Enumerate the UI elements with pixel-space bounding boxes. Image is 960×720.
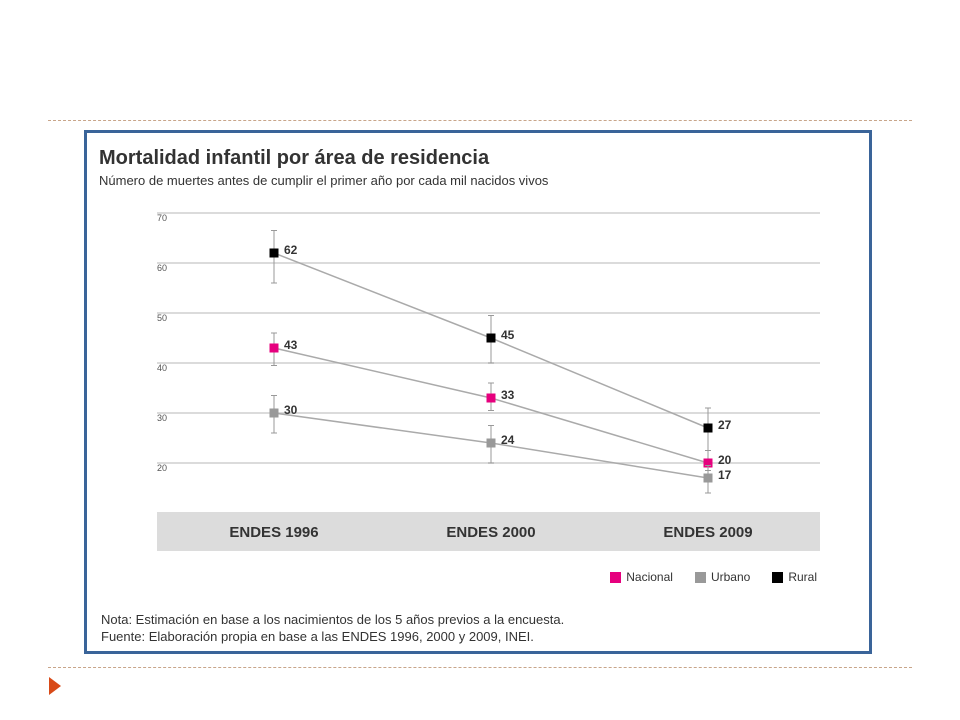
y-tick-label: 50 — [157, 313, 167, 323]
data-label-rural: 62 — [284, 243, 298, 257]
data-label-urbano: 30 — [284, 403, 298, 417]
data-point-rural — [486, 333, 496, 343]
data-point-rural — [703, 423, 713, 433]
source-text: Fuente: Elaboración propia en base a las… — [101, 629, 534, 644]
y-tick-label: 70 — [157, 213, 167, 223]
chart-notes: Nota: Estimación en base a los nacimient… — [101, 611, 564, 645]
legend-label-nacional: Nacional — [626, 570, 673, 584]
legend-item-nacional: Nacional — [610, 570, 673, 584]
data-point-nacional — [269, 343, 279, 353]
legend-item-rural: Rural — [772, 570, 817, 584]
y-tick-label: 60 — [157, 263, 167, 273]
triangle-right-icon — [49, 677, 61, 695]
data-label-urbano: 17 — [718, 468, 732, 482]
y-tick-label: 30 — [157, 413, 167, 423]
data-point-nacional — [703, 458, 713, 468]
data-label-nacional: 33 — [501, 388, 515, 402]
data-label-rural: 45 — [501, 328, 515, 342]
x-category-label: ENDES 2009 — [663, 524, 752, 541]
data-label-nacional: 20 — [718, 453, 732, 467]
chart-legend: Nacional Urbano Rural — [610, 570, 817, 584]
data-point-rural — [269, 248, 279, 258]
y-tick-label: 20 — [157, 463, 167, 473]
line-chart: 20 30 40 50 60 70 ENDES 1996 ENDES 2000 ENDES 20… — [157, 212, 820, 551]
category-band — [157, 512, 820, 551]
data-point-urbano — [269, 408, 279, 418]
data-label-rural: 27 — [718, 418, 732, 432]
legend-item-urbano: Urbano — [694, 570, 751, 584]
legend-label-rural: Rural — [788, 570, 817, 584]
note-text: Nota: Estimación en base a los nacimient… — [101, 612, 565, 627]
slide-bottom-rule — [48, 667, 912, 668]
x-category-label: ENDES 1996 — [229, 524, 318, 541]
y-tick-label: 40 — [157, 363, 167, 373]
legend-swatch-urbano — [694, 571, 706, 583]
data-point-urbano — [486, 438, 496, 448]
legend-label-urbano: Urbano — [710, 570, 751, 584]
data-label-nacional: 43 — [284, 338, 298, 352]
slide-top-rule — [48, 120, 912, 121]
chart-subtitle: Número de muertes antes de cumplir el pr… — [99, 173, 549, 188]
data-point-urbano — [703, 473, 713, 483]
data-label-urbano: 24 — [501, 433, 515, 447]
data-point-nacional — [486, 393, 496, 403]
legend-swatch-nacional — [610, 571, 622, 583]
legend-swatch-rural — [772, 571, 784, 583]
x-category-label: ENDES 2000 — [446, 524, 535, 541]
chart-title: Mortalidad infantil por área de residenc… — [99, 147, 490, 169]
chart-frame: Mortalidad infantil por área de residenc… — [84, 130, 872, 654]
